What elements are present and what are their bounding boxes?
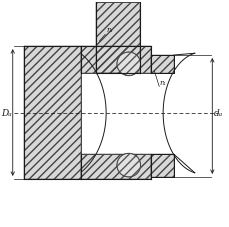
Polygon shape: [80, 46, 151, 73]
Circle shape: [116, 153, 140, 177]
Circle shape: [116, 52, 140, 76]
Polygon shape: [80, 154, 151, 179]
Polygon shape: [151, 55, 173, 73]
Text: rₐ: rₐ: [106, 26, 113, 35]
Polygon shape: [151, 154, 173, 177]
Text: rₐ: rₐ: [159, 79, 166, 86]
Polygon shape: [23, 46, 80, 179]
Text: Dₐ: Dₐ: [1, 109, 12, 118]
Polygon shape: [96, 2, 139, 73]
Text: dₐ: dₐ: [213, 109, 222, 118]
